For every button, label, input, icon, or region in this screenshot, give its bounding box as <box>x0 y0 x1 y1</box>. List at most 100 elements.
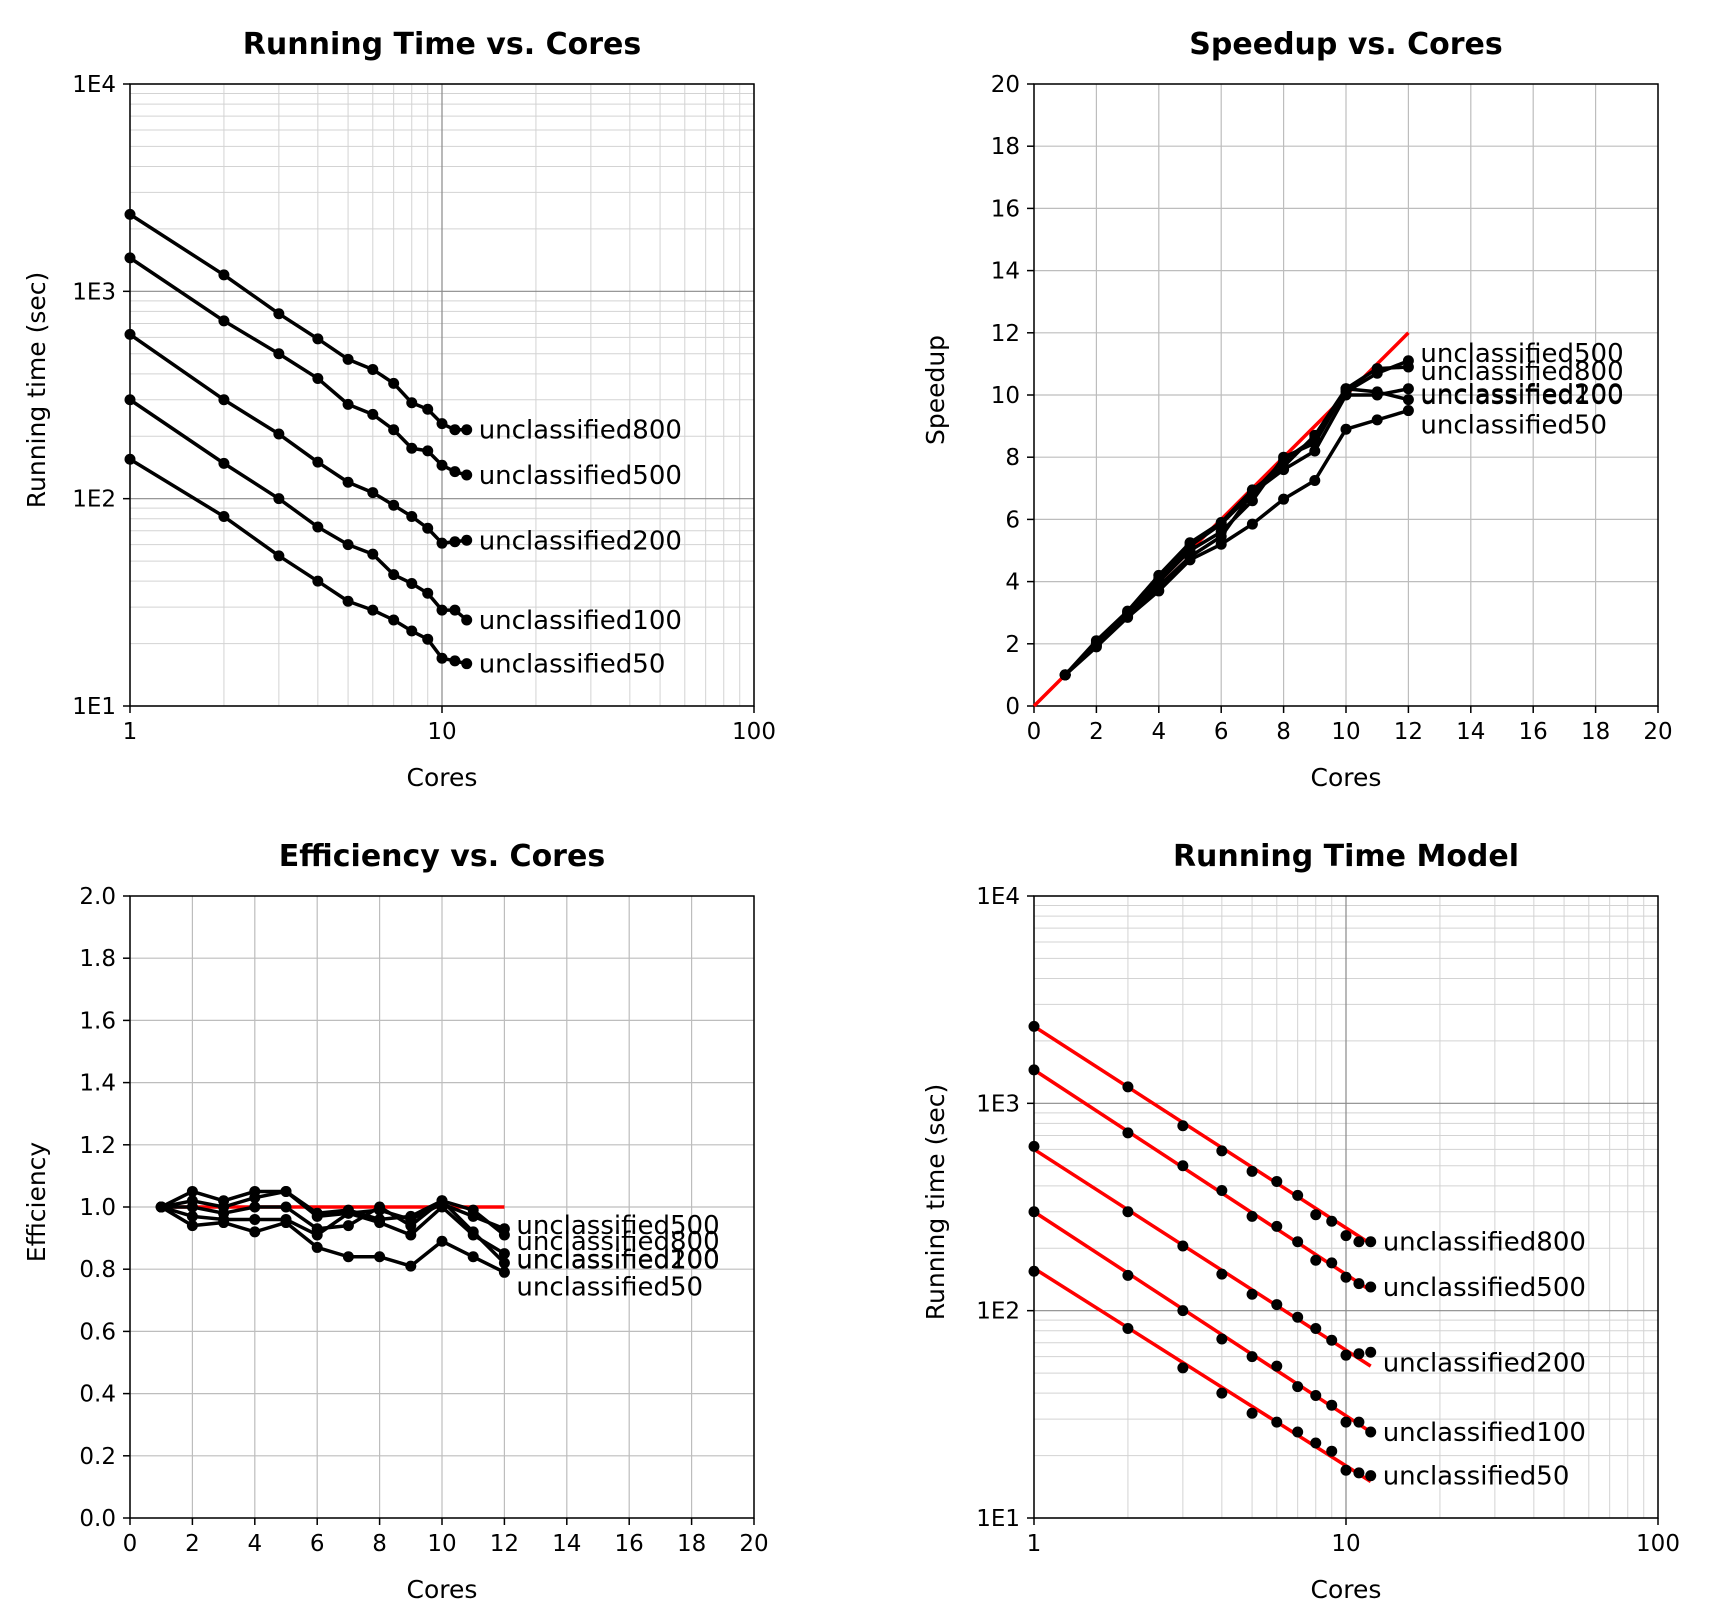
data-point <box>388 377 400 389</box>
series-unclassified100: unclassified100 <box>124 394 682 636</box>
y-tick-label: 2.0 <box>79 884 116 910</box>
x-tick-label: 2 <box>1089 719 1104 745</box>
data-point <box>406 511 418 523</box>
series-label: unclassified50 <box>1420 411 1607 441</box>
y-tick-label: 1.4 <box>79 1071 116 1097</box>
data-point <box>1246 1210 1258 1222</box>
y-tick-label: 1E2 <box>72 487 116 513</box>
series-unclassified200: unclassified200 <box>1028 1140 1586 1378</box>
data-point <box>1292 1189 1304 1201</box>
data-point <box>449 466 461 478</box>
data-point <box>367 363 379 375</box>
data-point <box>1292 1426 1304 1438</box>
data-point <box>1271 1175 1283 1187</box>
y-axis-label: Running time (sec) <box>921 1084 950 1320</box>
data-point <box>273 428 285 440</box>
series-unclassified50: unclassified50 <box>155 1201 703 1302</box>
data-point <box>342 1220 354 1232</box>
x-tick-label: 1 <box>123 719 138 745</box>
series-label: unclassified800 <box>1420 357 1623 387</box>
data-point <box>1215 531 1227 543</box>
data-point <box>1402 394 1414 406</box>
y-tick-label: 10 <box>991 383 1020 409</box>
data-point <box>1340 1416 1352 1428</box>
series-label: unclassified800 <box>516 1227 719 1257</box>
series-unclassified100: unclassified100 <box>155 1201 720 1276</box>
x-tick-label: 8 <box>1276 719 1291 745</box>
data-point <box>280 1217 292 1229</box>
data-point <box>249 1185 261 1197</box>
running-time-model-chart: Running Time Model Cores Running time (s… <box>921 839 1680 1604</box>
series-line <box>1063 387 1409 677</box>
data-point <box>388 569 400 581</box>
x-axis-label: Cores <box>407 1575 478 1604</box>
y-tick-label: 0.0 <box>79 1506 116 1532</box>
y-tick-label: 12 <box>991 321 1020 347</box>
data-point <box>1177 1240 1189 1252</box>
data-point <box>1271 1299 1283 1311</box>
data-point <box>1365 1470 1377 1482</box>
data-point <box>1271 1360 1283 1372</box>
x-tick-label: 0 <box>123 1531 138 1557</box>
series-label: unclassified200 <box>479 526 682 556</box>
data-point <box>124 252 136 264</box>
data-point <box>1177 1305 1189 1317</box>
data-point <box>124 394 136 406</box>
data-point <box>311 1241 323 1253</box>
y-tick-label: 18 <box>991 134 1020 160</box>
x-tick-label: 12 <box>1394 719 1423 745</box>
data-point <box>342 476 354 488</box>
running-time-chart: Running Time vs. Cores Cores Running tim… <box>22 27 776 792</box>
y-tick-label: 1E1 <box>72 694 116 720</box>
data-point <box>342 539 354 551</box>
data-point <box>1292 1311 1304 1323</box>
data-point <box>155 1201 167 1213</box>
y-tick-label: 0 <box>1005 694 1020 720</box>
y-tick-label: 4 <box>1005 570 1020 596</box>
data-point <box>498 1229 510 1241</box>
data-point <box>186 1210 198 1222</box>
data-point <box>1310 1437 1322 1449</box>
data-point <box>1122 1269 1134 1281</box>
x-axis-label: Cores <box>1311 1575 1382 1604</box>
data-point <box>422 522 434 534</box>
data-point <box>280 1185 292 1197</box>
y-tick-label: 0.2 <box>79 1444 116 1470</box>
data-point <box>1278 451 1290 463</box>
model-line <box>1033 1266 1372 1483</box>
x-tick-label: 100 <box>732 719 776 745</box>
data-point <box>1309 429 1321 441</box>
data-point <box>312 372 324 384</box>
x-tick-label: 4 <box>247 1531 262 1557</box>
x-tick-label: 14 <box>552 1531 581 1557</box>
data-point <box>218 1195 230 1207</box>
data-point <box>436 1201 448 1213</box>
x-tick-label: 20 <box>739 1531 768 1557</box>
data-point <box>436 537 448 549</box>
series-label: unclassified800 <box>1383 1228 1586 1258</box>
series-label: unclassified50 <box>516 1272 703 1302</box>
series-label: unclassified200 <box>516 1245 719 1275</box>
data-point <box>461 424 473 436</box>
y-tick-label: 0.8 <box>79 1257 116 1283</box>
data-point <box>1177 1120 1189 1132</box>
x-tick-label: 20 <box>1643 719 1672 745</box>
data-point <box>436 1235 448 1247</box>
data-point <box>1246 1351 1258 1363</box>
data-point <box>1402 383 1414 395</box>
data-point <box>422 403 434 415</box>
data-point <box>1402 361 1414 373</box>
series-label: unclassified200 <box>1383 1348 1586 1378</box>
y-tick-label: 1E3 <box>72 279 116 305</box>
chart-title: Efficiency vs. Cores <box>279 839 605 874</box>
model-line <box>1033 1068 1372 1293</box>
y-tick-label: 1E2 <box>976 1299 1020 1325</box>
series-label: unclassified500 <box>1420 339 1623 369</box>
data-point <box>218 394 230 406</box>
x-tick-label: 8 <box>372 1531 387 1557</box>
y-tick-label: 1E4 <box>976 884 1020 910</box>
data-point <box>1216 1387 1228 1399</box>
data-point <box>1216 1145 1228 1157</box>
data-point <box>1292 1381 1304 1393</box>
